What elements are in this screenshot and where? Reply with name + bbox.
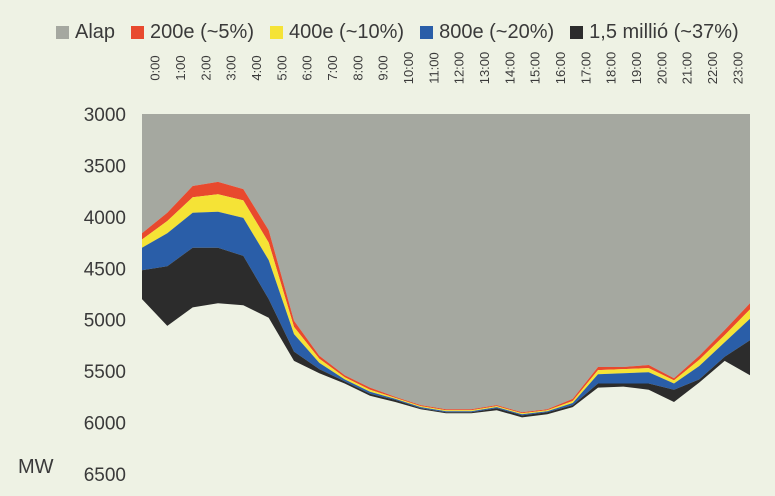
legend-swatch-400e: [270, 25, 283, 39]
area-series-1-5-milli-37: [142, 247, 750, 418]
x-tick-label: 18:00: [604, 52, 619, 85]
y-tick-label: 5000: [84, 311, 126, 332]
legend-swatch-1-5-millio: [570, 25, 584, 39]
x-tick-label: 9:00: [376, 55, 391, 80]
x-tick-label: 10:00: [401, 52, 416, 85]
x-tick-label: 5:00: [274, 55, 289, 80]
legend-swatch-800e: [420, 25, 434, 39]
legend-label-1-5-millio: 1,5 millió (~37%): [589, 20, 739, 43]
x-tick-label: 0:00: [148, 55, 163, 80]
x-tick-label: 23:00: [730, 52, 745, 85]
legend-label-800e: 800e (~20%): [439, 20, 555, 43]
x-tick-label: 8:00: [350, 55, 365, 80]
x-tick-label: 3:00: [224, 55, 239, 80]
x-tick-label: 7:00: [325, 55, 340, 80]
x-tick-label: 11:00: [426, 52, 441, 84]
y-tick-label: 3000: [84, 105, 126, 126]
y-tick-label: 3500: [84, 156, 126, 177]
legend-label-200e: 200e (~5%): [150, 20, 254, 43]
y-tick-label: 4500: [84, 259, 126, 280]
y-tick-label: 6500: [84, 465, 126, 486]
legend-label-alap: Alap: [75, 20, 116, 43]
x-tick-label: 14:00: [502, 52, 517, 85]
x-tick-label: 4:00: [249, 55, 264, 80]
legend-label-400e: 400e (~10%): [289, 20, 405, 43]
x-tick-label: 20:00: [654, 52, 669, 85]
x-tick-label: 21:00: [680, 52, 695, 85]
legend-swatch-200e: [131, 25, 145, 39]
x-tick-label: 22:00: [705, 52, 720, 85]
legend-swatch-alap: [56, 25, 69, 39]
x-tick-label: 19:00: [629, 52, 644, 85]
x-tick-label: 6:00: [300, 55, 315, 80]
x-tick-label: 13:00: [477, 52, 492, 85]
y-tick-label: 6000: [84, 414, 126, 435]
legend-item-800e: 800e (~20%): [420, 21, 554, 44]
y-axis-unit-label: MW: [18, 456, 54, 478]
x-tick-label: 1:00: [173, 55, 188, 80]
legend-item-200e: 200e (~5%): [131, 21, 254, 44]
legend-item-400e: 400e (~10%): [270, 21, 404, 44]
x-tick-label: 12:00: [452, 52, 467, 85]
x-tick-label: 2:00: [198, 55, 213, 80]
area-series-alap: [142, 114, 750, 413]
y-tick-label: 5500: [84, 362, 126, 383]
chart-legend: Alap 200e (~5%) 400e (~10%) 800e (~20%) …: [56, 18, 739, 46]
x-tick-label: 17:00: [578, 52, 593, 85]
area-series-800e-20: [142, 211, 750, 416]
legend-item-alap: Alap: [56, 21, 115, 44]
x-tick-label: 16:00: [553, 52, 568, 85]
x-tick-label: 15:00: [528, 52, 543, 85]
y-tick-label: 4000: [84, 208, 126, 229]
legend-item-1-5-millio: 1,5 millió (~37%): [570, 21, 739, 44]
